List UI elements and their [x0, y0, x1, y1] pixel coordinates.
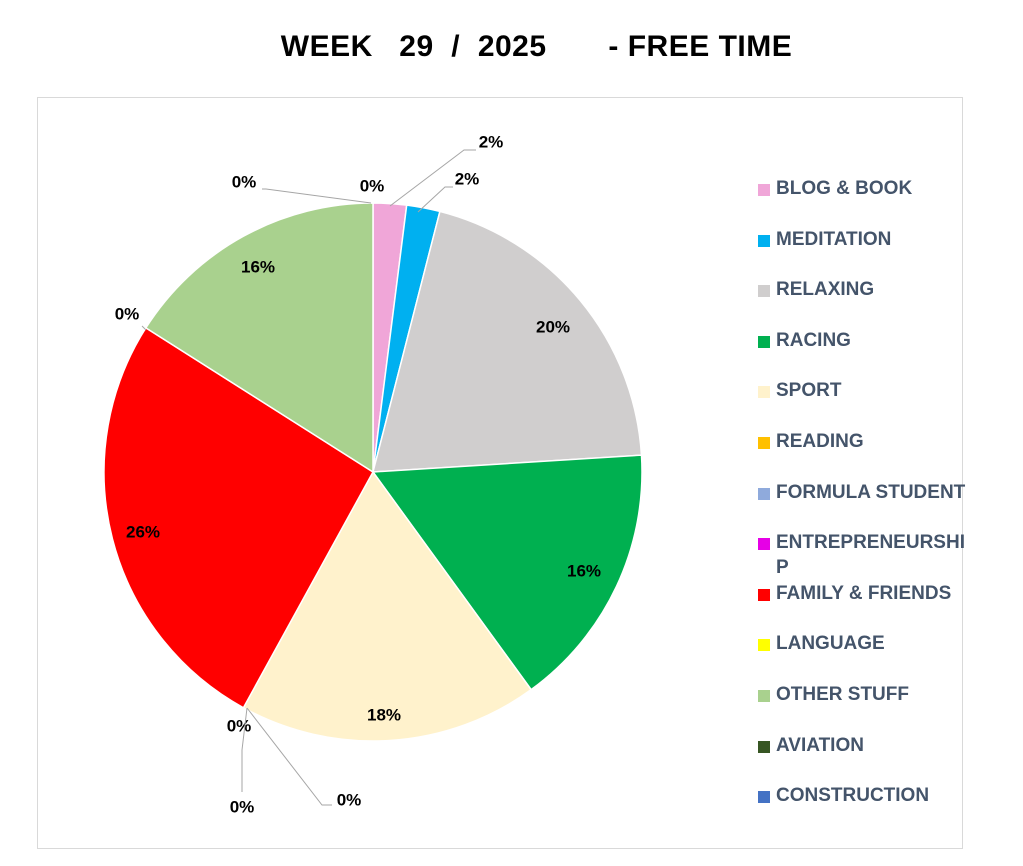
leader-line-blog-and-book: [389, 149, 476, 207]
legend-label-entrepreneurship: ENTREPRENEURSHIP: [776, 532, 965, 579]
data-label-racing: 16%: [567, 561, 601, 580]
legend-label-family-and-friends: FAMILY & FRIENDS: [776, 582, 952, 604]
legend-label-language: LANGUAGE: [776, 633, 885, 655]
legend-swatch-relaxing: [758, 285, 770, 298]
leader-line-formula-student: [241, 707, 248, 792]
pie-slice-family-and-friends: [103, 326, 374, 709]
data-label-reading: 0%: [227, 716, 252, 735]
legend-label-aviation: AVIATION: [776, 734, 864, 756]
legend-label-blog-and-book: BLOG & BOOK: [776, 178, 913, 199]
legend-item-formula-student: FORMULA STUDENT: [758, 480, 973, 530]
legend-item-blog-and-book: BLOG & BOOK: [758, 176, 973, 226]
leader-line-language: [141, 325, 147, 331]
legend-swatch-reading: [758, 437, 770, 449]
data-label-aviation: 0%: [232, 172, 257, 191]
legend-swatch-meditation: [758, 234, 770, 247]
pie-slice-racing: [371, 454, 643, 691]
legend-swatch-language: [758, 639, 770, 652]
data-label-formula-student: 0%: [230, 797, 255, 816]
data-label-other-stuff: 16%: [241, 257, 275, 276]
legend-item-relaxing: RELAXING: [758, 277, 973, 327]
legend-label-construction: CONSTRUCTION: [776, 785, 930, 807]
legend-item-meditation: MEDITATION: [758, 227, 973, 277]
legend-label-racing: RACING: [776, 329, 851, 351]
leader-line-meditation: [417, 186, 453, 213]
data-label-language: 0%: [115, 304, 140, 323]
legend-item-language: LANGUAGE: [758, 631, 973, 681]
pie-slice-other-stuff: [144, 202, 374, 474]
legend-label-sport: SPORT: [776, 380, 842, 402]
leader-line-entrepreneurship: [246, 707, 332, 806]
legend-label-relaxing: RELAXING: [776, 279, 875, 301]
chart-frame: [37, 97, 963, 849]
pie-slice-relaxing: [372, 210, 643, 473]
legend-item-construction: CONSTRUCTION: [758, 783, 973, 833]
legend-item-family-and-friends: FAMILY & FRIENDS: [758, 581, 973, 631]
pie-slice-sport: [242, 470, 533, 742]
legend-item-sport: SPORT: [758, 378, 973, 428]
data-label-construction: 0%: [360, 176, 385, 195]
legend-swatch-family-and-friends: [758, 588, 770, 601]
legend-swatch-formula-student: [758, 487, 770, 500]
data-label-sport: 18%: [367, 705, 401, 724]
legend-swatch-racing: [758, 335, 770, 348]
legend-item-aviation: AVIATION: [758, 733, 973, 783]
legend-swatch-sport: [758, 386, 770, 399]
data-label-relaxing: 20%: [536, 317, 570, 336]
legend-swatch-other-stuff: [758, 690, 770, 702]
legend-swatch-blog-and-book: [758, 184, 770, 196]
legend-label-reading: READING: [776, 431, 864, 452]
chart-title: WEEK 29 / 2025 - FREE TIME: [280, 30, 793, 63]
legend-item-entrepreneurship: ENTREPRENEURSHIP: [758, 530, 973, 580]
legend-swatch-aviation: [758, 740, 770, 753]
data-label-meditation: 2%: [455, 169, 480, 188]
legend-label-formula-student: FORMULA STUDENT: [776, 481, 966, 503]
legend-item-other-stuff: OTHER STUFF: [758, 682, 973, 732]
data-label-blog-and-book: 2%: [479, 132, 504, 151]
legend-swatch-construction: [758, 791, 770, 804]
legend-label-other-stuff: OTHER STUFF: [776, 684, 909, 705]
data-label-entrepreneurship: 0%: [337, 790, 362, 809]
leader-line-aviation: [262, 188, 372, 204]
data-label-family-and-friends: 26%: [126, 522, 160, 541]
legend-item-racing: RACING: [758, 328, 973, 378]
legend-swatch-entrepreneurship: [758, 538, 770, 551]
legend-item-reading: READING: [758, 429, 973, 479]
legend-label-meditation: MEDITATION: [776, 228, 892, 250]
